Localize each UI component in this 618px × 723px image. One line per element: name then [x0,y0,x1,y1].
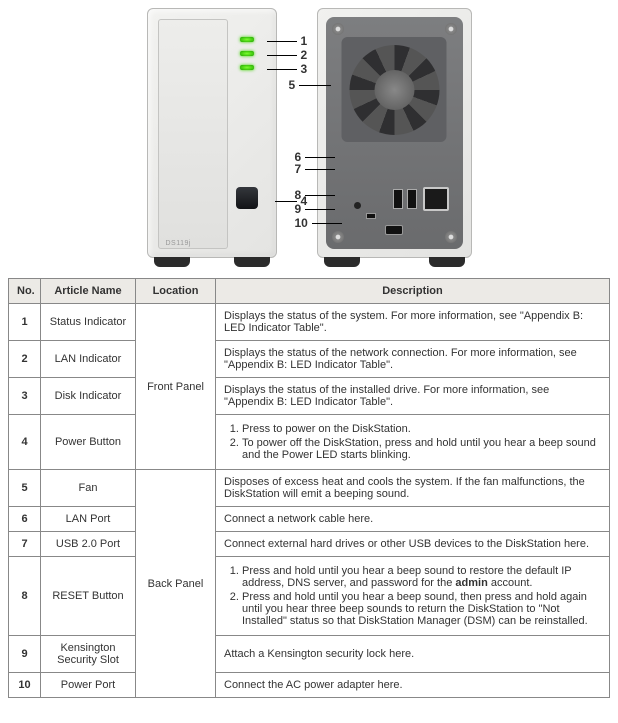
foot-icon [234,257,270,267]
callout-5: 5 [289,78,332,92]
foot-icon [154,257,190,267]
table-row: 3Disk Indicator Displays the status of th… [9,378,610,415]
front-device: DS119j [147,8,277,258]
cell-no: 9 [9,636,41,673]
reset-icon [354,202,361,209]
fan-hub-icon [374,70,414,110]
cell-location: Back Panel [136,470,216,698]
screw-icon [445,231,457,243]
cell-article-name: Fan [41,470,136,507]
cell-description: Connect the AC power adapter here. [216,673,610,698]
desc-list-item: To power off the DiskStation, press and … [242,437,601,461]
cell-no: 8 [9,557,41,636]
callout-9: 9 [295,202,336,216]
cell-description: Connect external hard drives or other US… [216,532,610,557]
cell-article-name: Kensington Security Slot [41,636,136,673]
cell-location: Front Panel [136,304,216,470]
cell-description: Press to power on the DiskStation. To pow… [216,415,610,470]
screw-icon [445,23,457,35]
table-row: 4Power Button Press to power on the DiskS… [9,415,610,470]
foot-icon [429,257,465,267]
diagram-area: DS119j 1234 [8,8,610,258]
screw-icon [332,23,344,35]
table-header-row: No. Article Name Location Description [9,279,610,304]
col-header-loc: Location [136,279,216,304]
callout-8: 8 [295,188,336,202]
fan-blade-icon [349,45,439,135]
cell-no: 4 [9,415,41,470]
lan-led [240,51,254,56]
cell-no: 3 [9,378,41,415]
cell-description: Connect a network cable here. [216,507,610,532]
cell-description: Displays the status of the installed dri… [216,378,610,415]
callout-3: 3 [267,62,308,76]
table-row: 5FanBack PanelDisposes of excess heat an… [9,470,610,507]
front-panel [158,19,228,249]
fan-icon [342,37,447,142]
cell-article-name: Power Button [41,415,136,470]
cell-description: Displays the status of the system. For m… [216,304,610,341]
callout-10: 10 [295,216,342,230]
table-row: 8RESET Button Press and hold until you he… [9,557,610,636]
cell-no: 7 [9,532,41,557]
screw-icon [332,231,344,243]
parts-table: No. Article Name Location Description 1S… [8,278,610,698]
status-led [240,37,254,42]
callout-7: 7 [295,162,336,176]
col-header-name: Article Name [41,279,136,304]
lan-port-icon [423,187,449,211]
foot-icon [324,257,360,267]
desc-list-item: Press to power on the DiskStation. [242,423,601,435]
cell-article-name: LAN Port [41,507,136,532]
col-header-desc: Description [216,279,610,304]
back-plate [326,17,463,249]
table-row: 10Power Port Connect the AC power adapter… [9,673,610,698]
cell-article-name: Status Indicator [41,304,136,341]
table-row: 7USB 2.0 Port Connect external hard drive… [9,532,610,557]
cell-article-name: Power Port [41,673,136,698]
table-row: 6LAN Port Connect a network cable here. [9,507,610,532]
cell-description: Disposes of excess heat and cools the sy… [216,470,610,507]
cell-no: 2 [9,341,41,378]
usb-port-icon [407,189,417,209]
cell-no: 1 [9,304,41,341]
cell-no: 10 [9,673,41,698]
cell-article-name: RESET Button [41,557,136,636]
kensington-icon [366,213,376,219]
front-diagram: DS119j 1234 [147,8,277,258]
table-row: 9Kensington Security Slot Attach a Kensin… [9,636,610,673]
disk-led [240,65,254,70]
desc-list-item: Press and hold until you hear a beep sou… [242,591,601,627]
table-row: 2LAN Indicator Displays the status of the… [9,341,610,378]
cell-article-name: Disk Indicator [41,378,136,415]
power-button-icon [236,187,258,209]
cell-no: 6 [9,507,41,532]
callout-2: 2 [267,48,308,62]
desc-list-item: Press and hold until you hear a beep sou… [242,565,601,589]
table-row: 1Status IndicatorFront PanelDisplays the… [9,304,610,341]
cell-description: Press and hold until you hear a beep sou… [216,557,610,636]
col-header-no: No. [9,279,41,304]
usb-port-icon [393,189,403,209]
cell-article-name: USB 2.0 Port [41,532,136,557]
model-label: DS119j [166,240,191,247]
back-diagram: 5678910 [317,8,472,258]
cell-description: Displays the status of the network conne… [216,341,610,378]
cell-description: Attach a Kensington security lock here. [216,636,610,673]
cell-no: 5 [9,470,41,507]
cell-article-name: LAN Indicator [41,341,136,378]
callout-1: 1 [267,34,308,48]
power-port-icon [385,225,403,235]
